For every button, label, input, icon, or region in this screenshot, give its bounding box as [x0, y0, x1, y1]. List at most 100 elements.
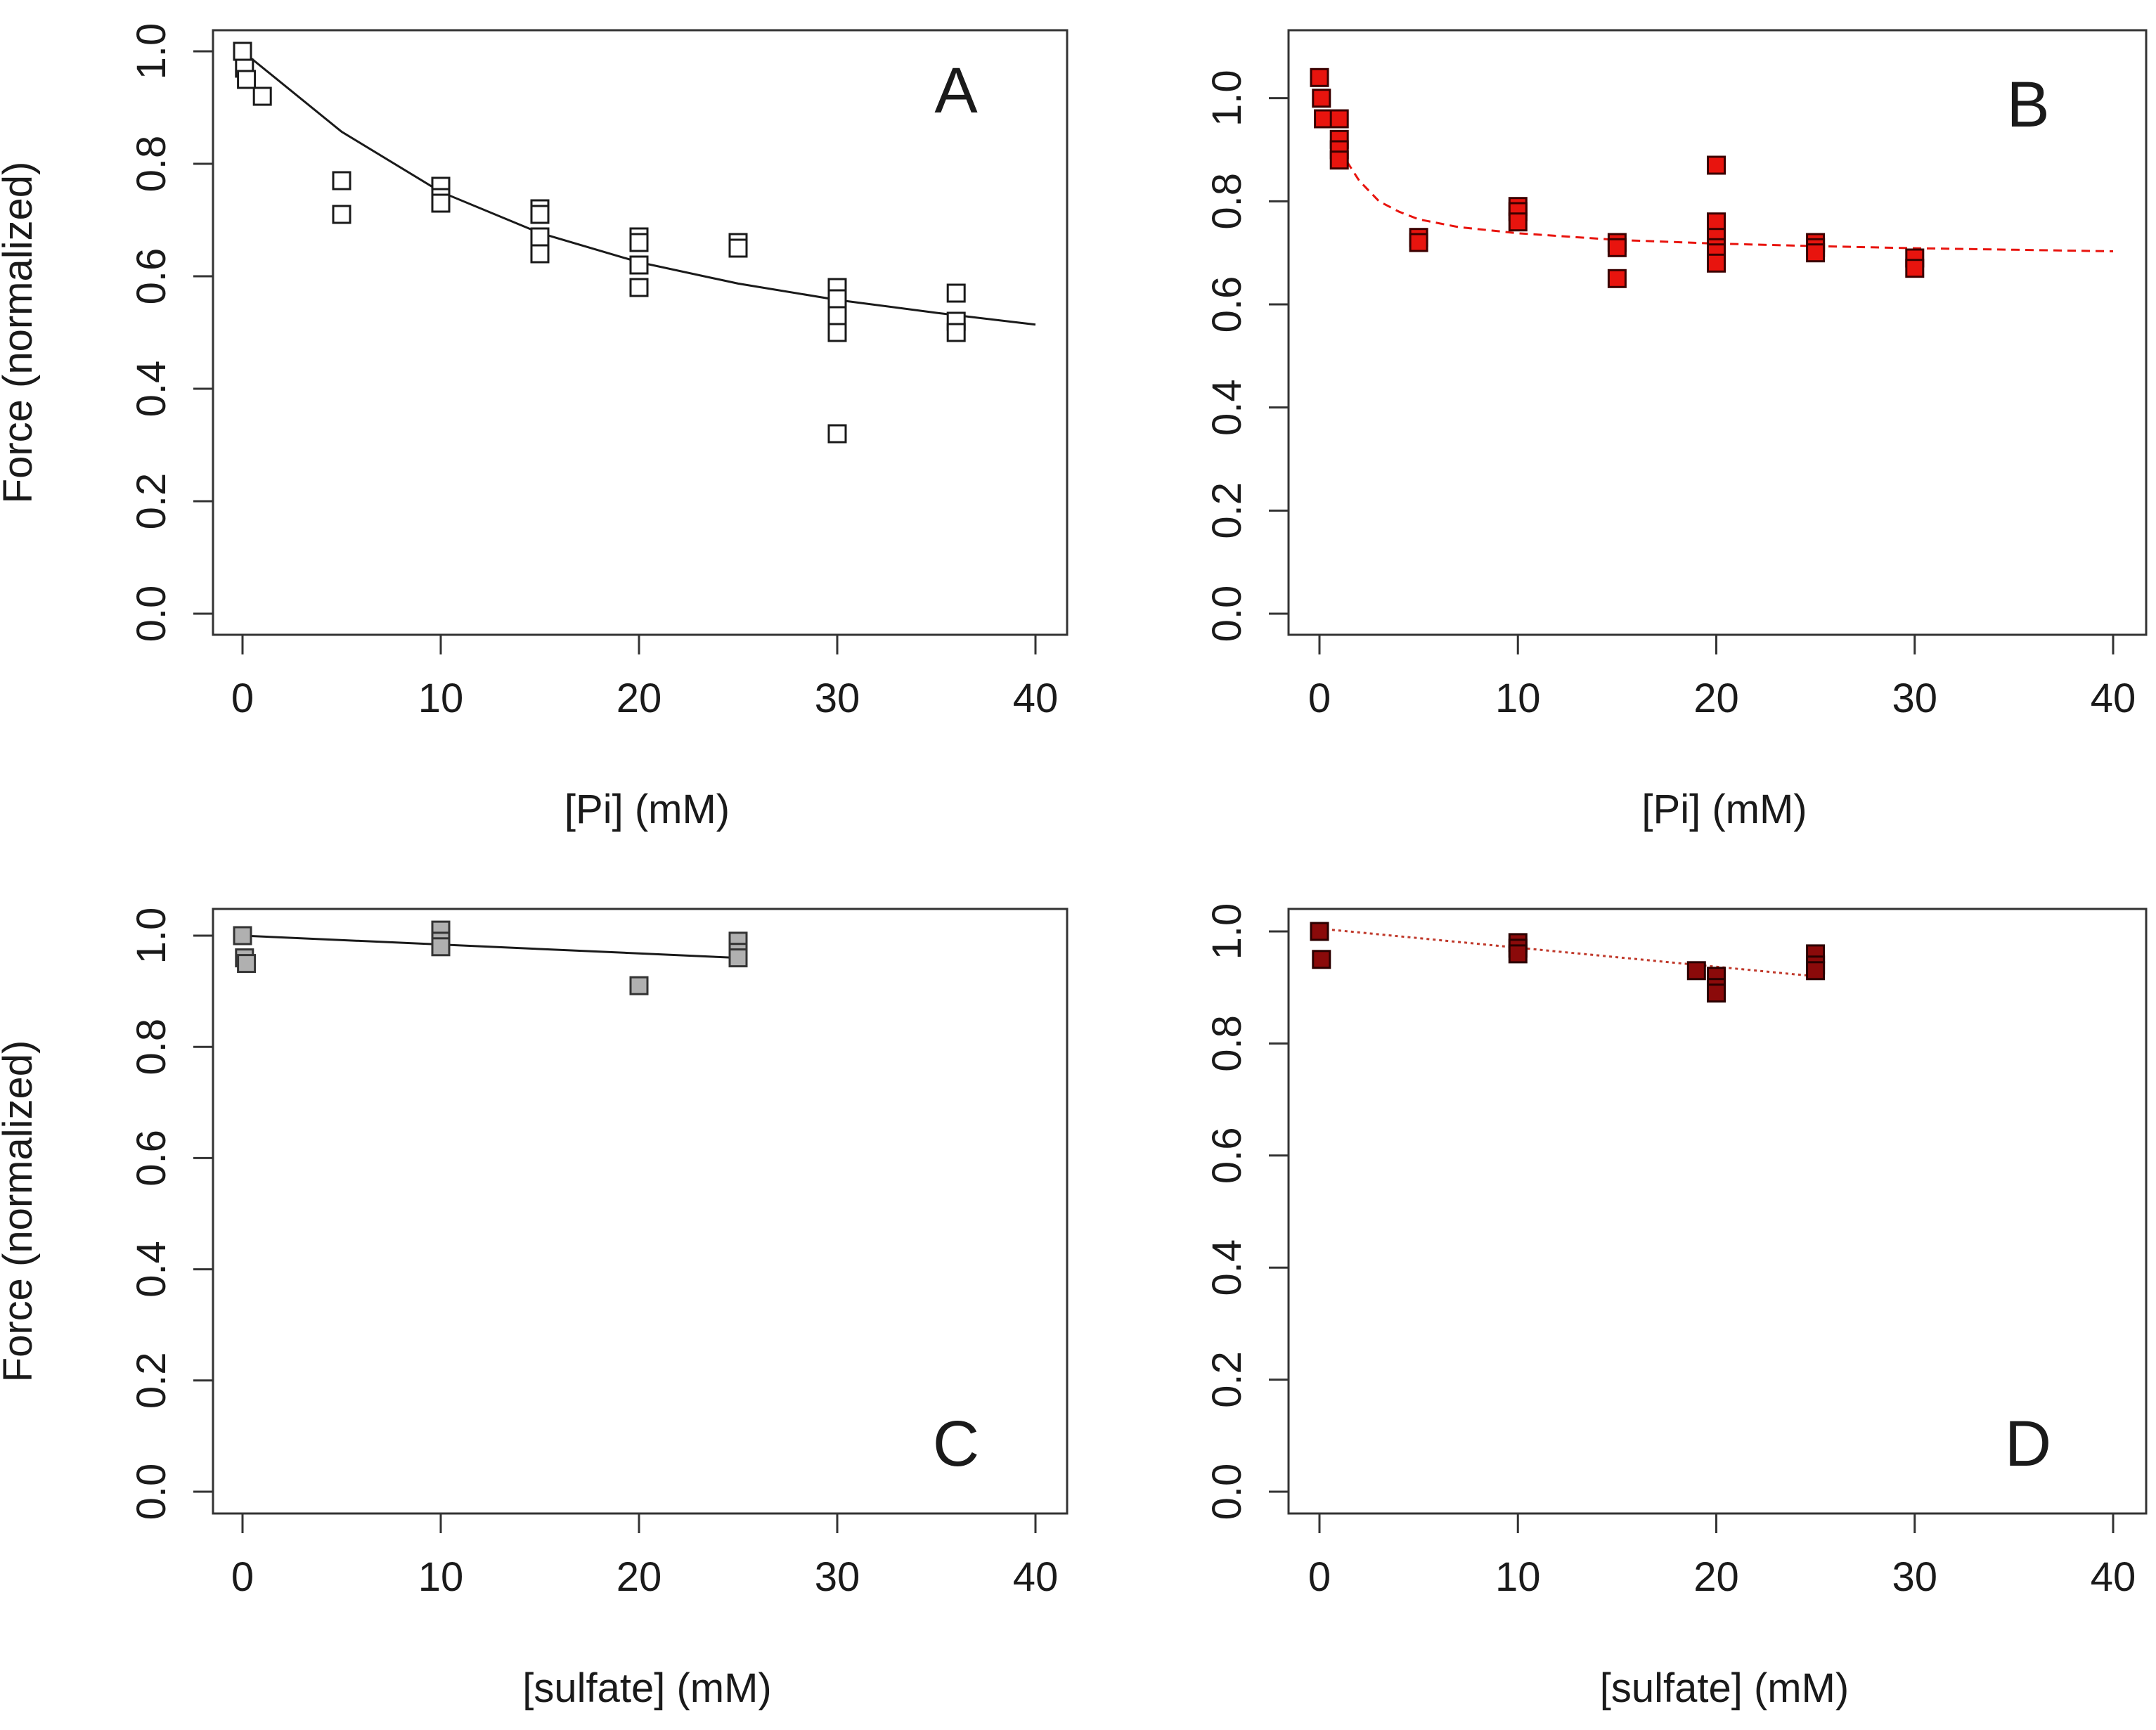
data-point	[1409, 233, 1428, 252]
panel-letter: B	[2006, 69, 2049, 141]
x-tick-label: 30	[815, 676, 860, 721]
data-point	[728, 238, 748, 258]
data-point	[237, 70, 257, 89]
y-tick-label: 0.8	[129, 1019, 174, 1076]
panel-letter: D	[2005, 1408, 2051, 1480]
data-point	[1806, 961, 1826, 981]
data-point	[946, 323, 966, 342]
x-tick-label: 40	[2091, 676, 2136, 721]
data-point	[252, 86, 272, 106]
data-point	[1310, 67, 1329, 87]
y-tick-label: 0.4	[1204, 379, 1250, 436]
y-tick-label: 1.0	[129, 908, 174, 964]
data-point	[629, 976, 649, 995]
y-tick-label: 0.6	[129, 1130, 174, 1187]
data-point	[827, 289, 847, 309]
y-tick-label: 1.0	[129, 23, 174, 80]
y-tick-label: 0.4	[129, 361, 174, 418]
x-tick-label: 20	[617, 1554, 662, 1600]
y-tick-label: 0.0	[129, 1464, 174, 1521]
data-point	[233, 41, 252, 61]
data-point	[1607, 269, 1627, 288]
fit-line	[1319, 927, 1816, 978]
fit-line	[242, 934, 739, 960]
y-tick-label: 0.6	[129, 248, 174, 305]
x-tick-label: 0	[1308, 1554, 1331, 1600]
y-tick-label: 0.4	[129, 1241, 174, 1298]
data-point	[827, 323, 847, 342]
x-tick-label: 20	[1693, 1554, 1739, 1600]
panel-d: 0 10 20 30 40 0.0 0.2 0.4 0.6 0.8 1.0 [sulfate] (mM…	[1204, 903, 2148, 1711]
data-point	[1312, 89, 1331, 108]
y-tick-label: 0.4	[1204, 1239, 1250, 1296]
y-tick-label: 0.8	[1204, 1015, 1250, 1072]
y-tick-label: 1.0	[1204, 70, 1250, 127]
x-tick-label: 40	[1013, 1554, 1059, 1600]
data-point	[1806, 243, 1826, 263]
x-tick-label: 40	[2091, 1554, 2136, 1600]
data-point	[1686, 961, 1706, 981]
data-point	[237, 954, 257, 974]
panel-letter: C	[933, 1408, 979, 1480]
x-tick-label: 30	[1892, 1554, 1937, 1600]
data-point	[827, 424, 847, 444]
y-tick-label: 0.6	[1204, 276, 1250, 333]
x-tick-label: 40	[1013, 676, 1059, 721]
data-point	[1329, 150, 1349, 170]
panel-b: 0 10 20 30 40 0.0 0.2 0.4 0.6 0.8 1.0 [Pi] (mM) B	[1204, 29, 2148, 832]
data-point	[530, 244, 550, 264]
x-axis-label: [sulfate] (mM)	[1600, 1665, 1850, 1711]
x-tick-label: 20	[617, 676, 662, 721]
data-point	[629, 233, 649, 252]
data-point	[1707, 212, 1726, 232]
data-point	[233, 926, 252, 945]
panel-a: 0 10 20 30 40 0.0 0.2 0.4 0.6 0.8 1.0 [Pi] (mM) Forc…	[0, 23, 1069, 832]
data-point	[1314, 109, 1334, 129]
data-point	[431, 193, 451, 213]
y-tick-label: 0.6	[1204, 1127, 1250, 1184]
data-point	[332, 171, 351, 191]
fit-line	[1338, 149, 2114, 252]
y-tick-label: 0.2	[1204, 482, 1250, 539]
y-tick-label: 0.2	[129, 473, 174, 530]
y-tick-label: 0.8	[1204, 173, 1250, 230]
y-tick-label: 0.8	[129, 136, 174, 193]
y-tick-label: 0.0	[1204, 1464, 1250, 1521]
data-point	[1508, 212, 1528, 232]
x-axis-label: [Pi] (mM)	[1641, 787, 1807, 832]
data-point	[1607, 238, 1627, 257]
x-tick-label: 0	[1308, 676, 1331, 721]
x-tick-label: 30	[1892, 676, 1937, 721]
data-point	[946, 283, 966, 303]
data-point	[1905, 259, 1925, 278]
x-tick-label: 0	[231, 676, 254, 721]
data-point	[827, 306, 847, 325]
y-tick-label: 1.0	[1204, 903, 1250, 960]
data-point	[1329, 109, 1349, 129]
data-point	[1310, 922, 1329, 941]
y-tick-label: 0.0	[1204, 586, 1250, 643]
x-tick-label: 0	[231, 1554, 254, 1600]
data-point	[1707, 155, 1726, 175]
data-point	[1707, 983, 1726, 1003]
x-tick-label: 10	[1495, 676, 1541, 721]
data-point	[629, 255, 649, 275]
data-point	[728, 948, 748, 968]
x-tick-label: 30	[815, 1554, 860, 1600]
data-point	[530, 227, 550, 247]
data-point	[629, 278, 649, 297]
data-point	[1508, 944, 1528, 964]
data-point	[1312, 950, 1331, 969]
data-point	[1707, 253, 1726, 273]
x-tick-label: 20	[1693, 676, 1739, 721]
panel-letter: A	[934, 55, 978, 127]
data-point	[530, 205, 550, 224]
data-point	[431, 937, 451, 957]
x-tick-label: 10	[418, 1554, 464, 1600]
y-axis-label: Force (normalized)	[0, 1040, 41, 1383]
y-tick-label: 0.2	[129, 1352, 174, 1409]
x-axis-label: [sulfate] (mM)	[522, 1665, 772, 1711]
y-tick-label: 0.2	[1204, 1351, 1250, 1408]
